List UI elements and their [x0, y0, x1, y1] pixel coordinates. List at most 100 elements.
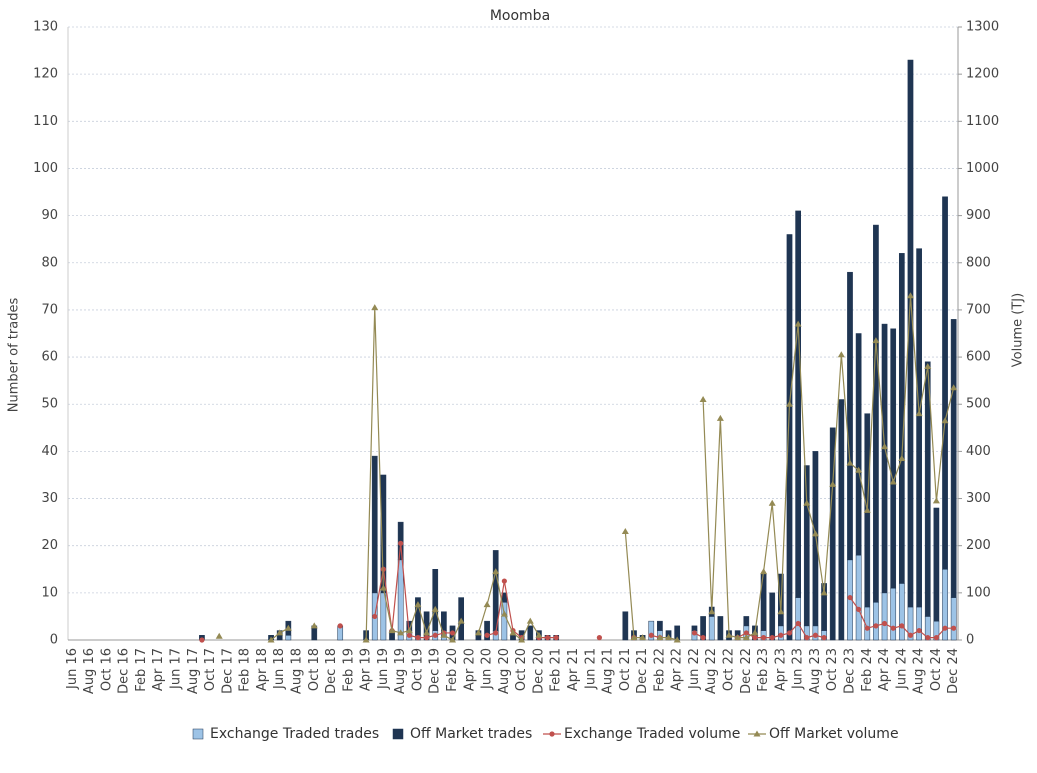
- marker: [829, 480, 837, 487]
- marker: [777, 608, 785, 615]
- x-tick-label: Feb 24: [860, 648, 875, 692]
- marker: [526, 617, 534, 624]
- y-tick-label: 40: [41, 444, 58, 459]
- marker: [440, 631, 448, 638]
- marker: [362, 636, 370, 643]
- marker: [474, 629, 482, 636]
- marker: [941, 417, 949, 424]
- bar: [838, 399, 845, 641]
- x-tick-label: Apr 21: [566, 648, 581, 691]
- marker: [509, 629, 517, 636]
- marker: [847, 594, 853, 601]
- marker: [742, 634, 750, 641]
- marker: [932, 497, 940, 504]
- marker: [267, 636, 275, 643]
- marker: [199, 637, 205, 643]
- bar: [890, 587, 897, 641]
- marker: [725, 631, 733, 638]
- marker: [648, 632, 654, 638]
- y-tick-label: 30: [41, 491, 58, 506]
- marker: [432, 632, 438, 638]
- marker: [794, 320, 802, 327]
- x-tick-label: Dec 23: [842, 648, 857, 694]
- x-tick-label: Aug 19: [393, 648, 408, 694]
- y2-tick-label: 200: [966, 538, 991, 553]
- marker: [881, 443, 889, 450]
- legend-label: Exchange Traded volume: [564, 726, 740, 742]
- marker: [898, 454, 906, 461]
- bar: [873, 224, 879, 603]
- marker: [889, 478, 897, 485]
- x-tick-label: Oct 20: [514, 648, 529, 691]
- x-tick-label: Aug 21: [601, 648, 616, 694]
- x-tick-label: Apr 19: [359, 648, 374, 691]
- y2-tick-label: 1000: [966, 161, 999, 176]
- marker: [881, 620, 888, 627]
- legend-label: Off Market trades: [410, 726, 532, 742]
- bar: [916, 606, 922, 641]
- marker: [752, 635, 758, 641]
- marker: [405, 627, 413, 634]
- bar: [881, 592, 888, 641]
- x-tick-label: Feb 17: [134, 648, 149, 692]
- marker: [716, 414, 724, 421]
- y2-tick-label: 1300: [966, 20, 999, 35]
- marker: [820, 589, 828, 596]
- bar: [942, 196, 948, 570]
- marker: [916, 627, 922, 634]
- bar: [484, 620, 490, 641]
- x-tick-label: Oct 16: [99, 648, 114, 691]
- x-tick-label: Aug 23: [808, 648, 823, 694]
- bar: [829, 427, 836, 641]
- marker: [846, 459, 854, 466]
- marker: [388, 627, 396, 634]
- x-tick-label: Jun 20: [480, 648, 495, 690]
- x-tick-label: Apr 17: [151, 648, 166, 691]
- marker: [769, 635, 775, 641]
- marker: [310, 622, 318, 629]
- marker: [837, 351, 845, 358]
- marker: [743, 630, 749, 636]
- y-tick-label: 10: [41, 585, 58, 600]
- bar: [795, 210, 801, 598]
- marker: [760, 635, 767, 641]
- marker: [786, 400, 794, 407]
- marker: [760, 568, 768, 575]
- marker: [215, 632, 223, 639]
- marker: [856, 606, 862, 612]
- x-tick-label: Oct 19: [410, 648, 425, 691]
- marker: [821, 635, 827, 641]
- marker: [786, 630, 793, 636]
- marker: [708, 608, 716, 615]
- x-tick-label: Jun 22: [687, 648, 702, 690]
- bar: [821, 583, 827, 631]
- bar: [924, 361, 931, 617]
- marker: [855, 466, 863, 473]
- marker: [544, 635, 551, 641]
- marker: [864, 625, 870, 631]
- y2-tick-label: 500: [966, 397, 991, 412]
- bar: [916, 248, 922, 608]
- legend-swatch: [392, 728, 404, 740]
- bar: [950, 319, 957, 598]
- marker: [950, 384, 958, 391]
- marker: [915, 410, 923, 417]
- y2-tick-label: 800: [966, 255, 991, 270]
- x-tick-label: Jun 18: [272, 648, 287, 690]
- bar: [708, 616, 715, 641]
- marker: [379, 584, 387, 591]
- marker: [621, 528, 629, 535]
- bar: [743, 616, 750, 627]
- x-tick-label: Aug 24: [912, 648, 927, 694]
- y-axis-label: Number of trades: [7, 298, 22, 413]
- y-tick-label: 20: [41, 538, 58, 553]
- bar: [881, 323, 888, 594]
- bar: [950, 597, 957, 641]
- x-tick-label: Jun 16: [65, 648, 80, 690]
- marker: [372, 613, 378, 620]
- marker: [795, 620, 801, 627]
- bar: [803, 465, 810, 627]
- marker: [734, 634, 742, 641]
- marker: [924, 363, 932, 370]
- y2-tick-label: 1200: [966, 67, 999, 82]
